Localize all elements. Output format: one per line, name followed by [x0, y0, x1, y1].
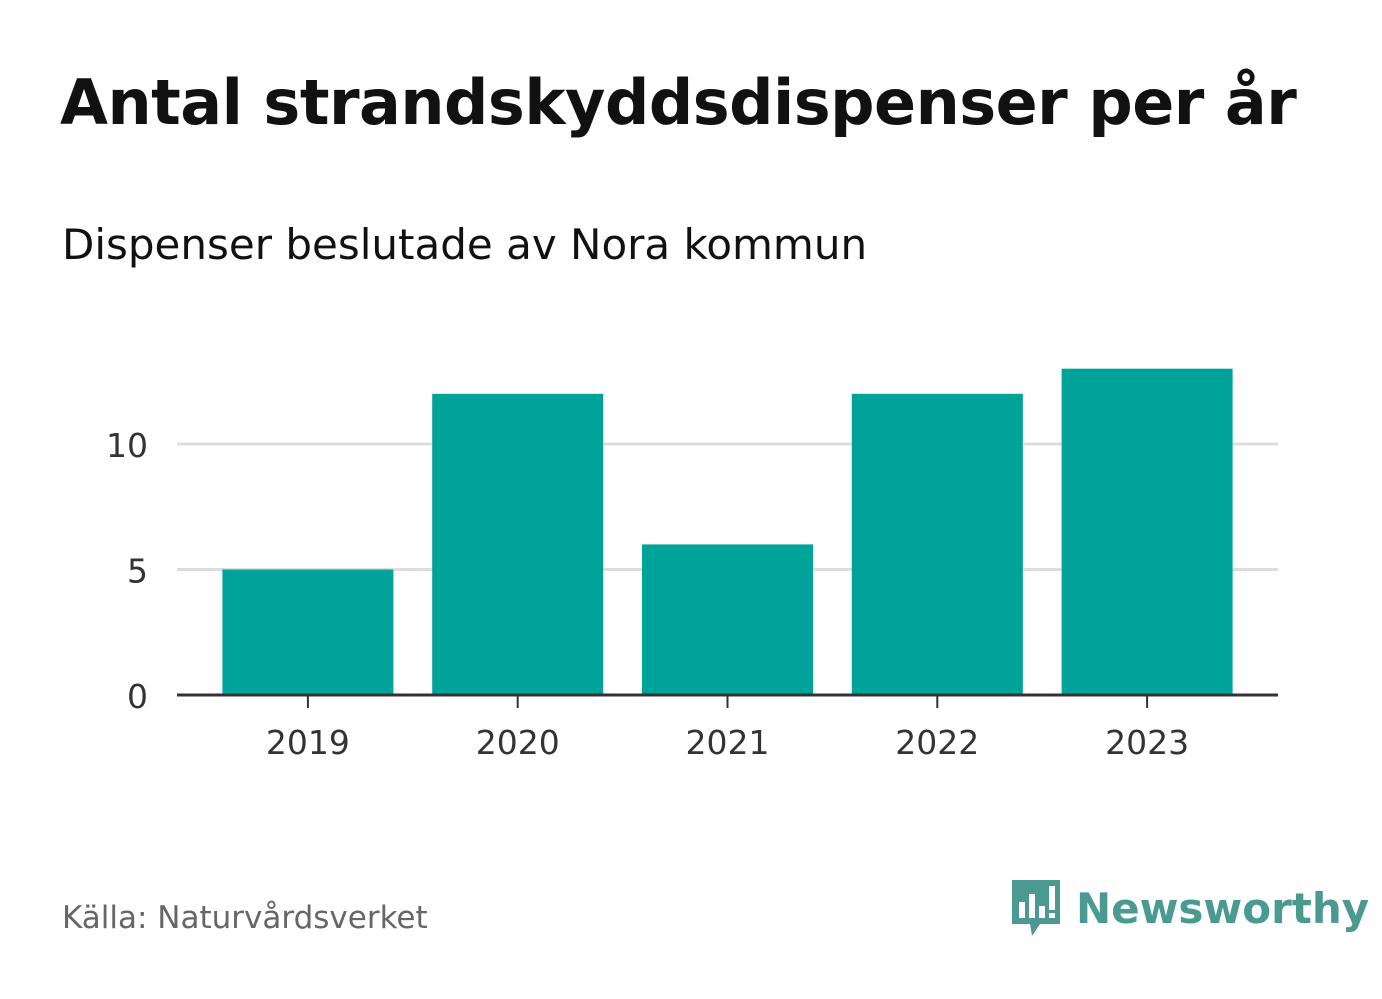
bar-2021 [642, 544, 813, 695]
x-tick-label: 2022 [895, 723, 979, 762]
y-tick-label: 0 [127, 677, 148, 716]
brand-name: Newsworthy [1076, 883, 1370, 933]
chart-subtitle: Dispenser beslutade av Nora kommun [62, 220, 868, 269]
bar-2023 [1061, 368, 1233, 695]
y-tick-label: 10 [106, 426, 148, 465]
x-tick-labels: 2019 2020 2021 2022 2023 [266, 723, 1189, 762]
x-axis [177, 693, 1278, 708]
y-tick-label: 5 [127, 552, 148, 591]
newsworthy-chart-bubble-icon [1012, 880, 1060, 936]
y-tick-labels: 0 5 10 [106, 426, 148, 716]
chart-title: Antal strandskyddsdispenser per år [60, 66, 1297, 139]
bars [222, 368, 1233, 695]
x-tick-label: 2023 [1105, 723, 1189, 762]
bar-2019 [222, 569, 394, 695]
x-tick-label: 2020 [476, 723, 560, 762]
bar-2020 [432, 393, 604, 695]
x-tick-label: 2021 [686, 723, 770, 762]
source-note: Källa: Naturvårdsverket [62, 900, 428, 936]
bar-2022 [851, 393, 1023, 695]
brand-logo: Newsworthy [1010, 878, 1369, 938]
x-tick-label: 2019 [266, 723, 350, 762]
